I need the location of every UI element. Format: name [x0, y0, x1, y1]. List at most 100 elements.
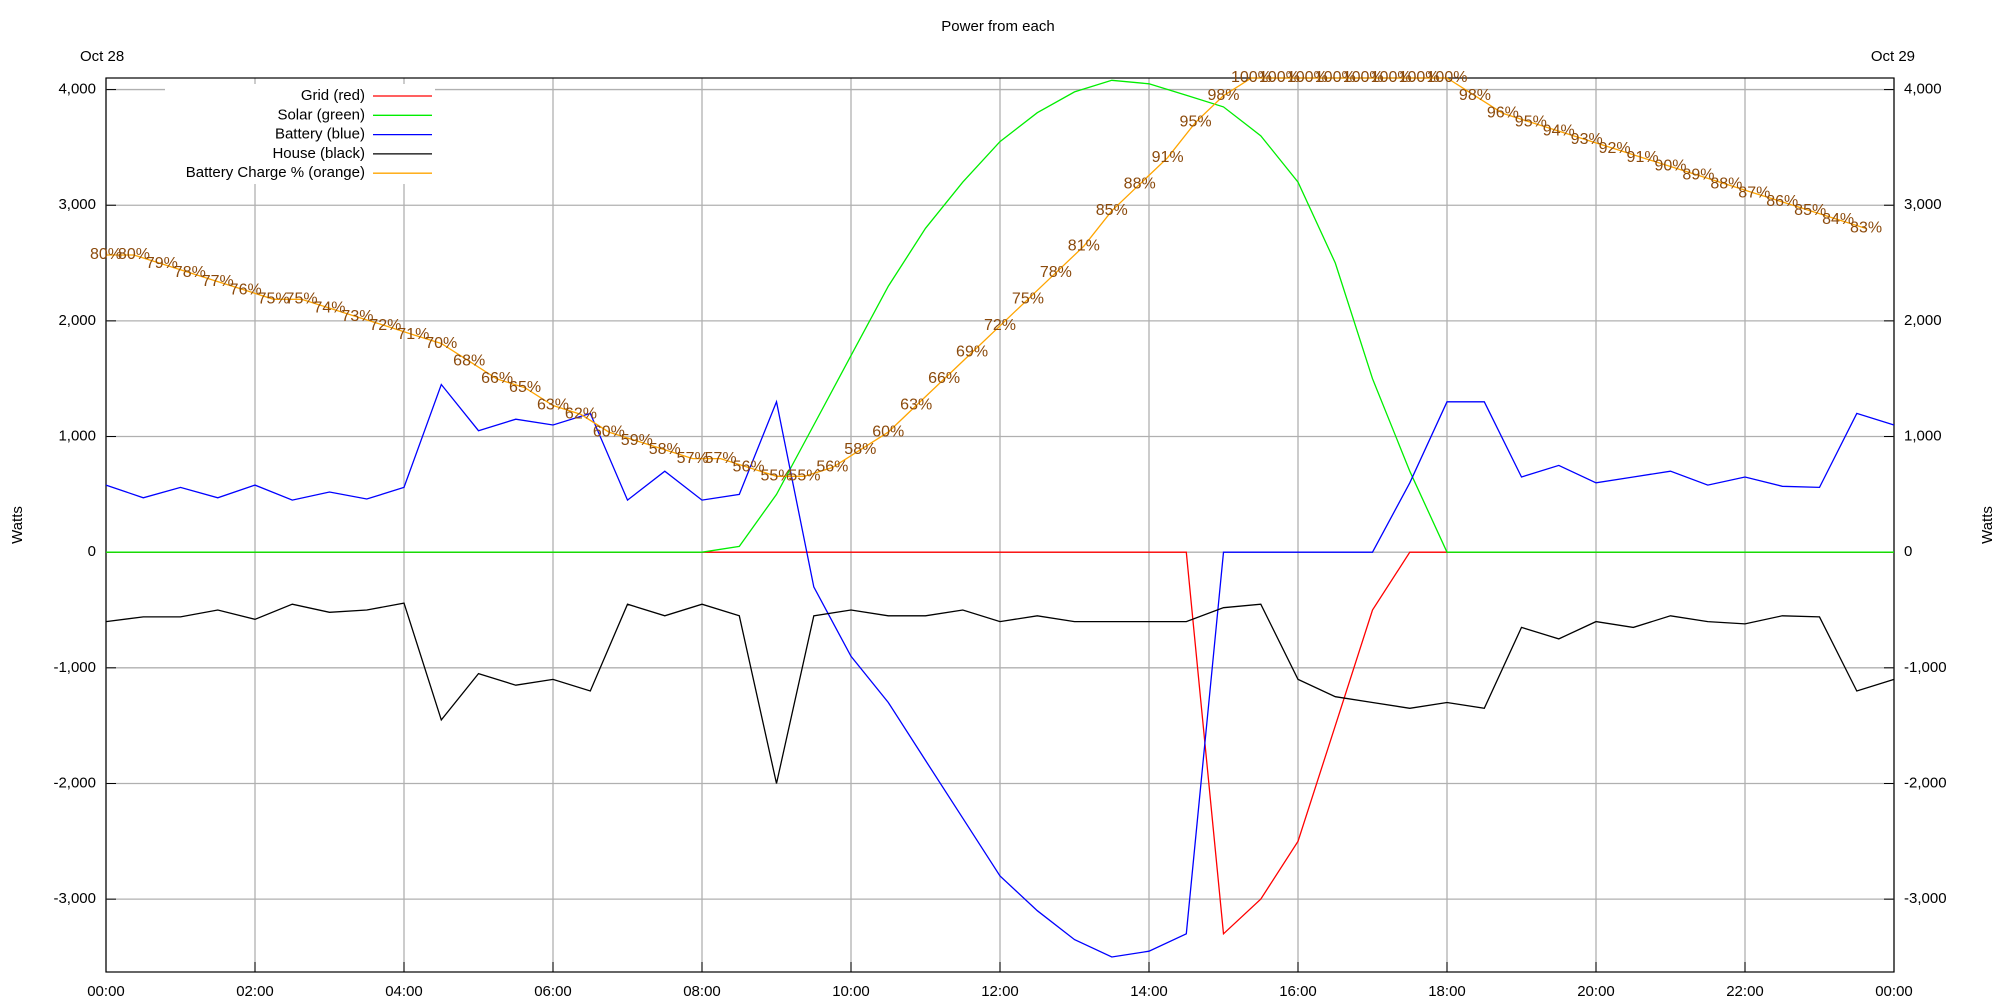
data-label: 91% [1152, 149, 1184, 166]
data-label: 78% [174, 264, 206, 281]
data-label: 59% [621, 432, 653, 449]
data-label: 94% [1543, 122, 1575, 139]
data-label: 100% [1427, 69, 1468, 86]
x-tick-label: 14:00 [1130, 983, 1168, 1000]
data-label: 91% [1627, 149, 1659, 166]
data-label: 58% [649, 441, 681, 458]
data-label: 79% [146, 255, 178, 272]
data-label: 85% [1096, 202, 1128, 219]
data-label: 93% [1571, 131, 1603, 148]
data-label: 75% [258, 291, 290, 308]
data-label: 100% [1287, 69, 1328, 86]
data-label: 57% [705, 450, 737, 467]
series-line [106, 79, 1894, 553]
data-label: 55% [788, 468, 820, 485]
x-tick-label: 10:00 [832, 983, 870, 1000]
data-label: 98% [1207, 87, 1239, 104]
data-label: 87% [1738, 184, 1770, 201]
y2-axis-label: Watts [1979, 506, 1996, 544]
y2-tick-label: -1,000 [1904, 659, 1947, 676]
data-label: 100% [1231, 69, 1272, 86]
data-label: 66% [928, 370, 960, 387]
y-tick-label: -1,000 [53, 659, 96, 676]
data-label: 71% [397, 326, 429, 343]
plot-frame [105, 77, 1895, 973]
y2-tick-label: -3,000 [1904, 890, 1947, 907]
y2-tick-label: -2,000 [1904, 774, 1947, 791]
x-tick-label: 18:00 [1428, 983, 1466, 1000]
y-tick-label: -3,000 [53, 890, 96, 907]
data-label: 81% [1068, 237, 1100, 254]
data-label: 69% [956, 344, 988, 361]
y2-tick-label: 1,000 [1904, 427, 1942, 444]
x-tick-label: 22:00 [1726, 983, 1764, 1000]
data-label: 75% [1012, 291, 1044, 308]
data-label: 60% [872, 423, 904, 440]
x-tick-label: 02:00 [236, 983, 274, 1000]
legend-label: Battery Charge % (orange) [186, 164, 365, 181]
data-label: 100% [1399, 69, 1440, 86]
data-label: 78% [1040, 264, 1072, 281]
data-label: 56% [733, 459, 765, 476]
data-label: 80% [118, 246, 150, 263]
data-label: 96% [1487, 105, 1519, 122]
data-label: 70% [425, 335, 457, 352]
data-label: 95% [1515, 113, 1547, 130]
data-label: 62% [565, 406, 597, 423]
x-tick-label: 00:00 [87, 983, 125, 1000]
data-label: 98% [1459, 87, 1491, 104]
data-label: 72% [984, 317, 1016, 334]
y2-tick-label: 4,000 [1904, 81, 1942, 98]
data-label: 100% [1259, 69, 1300, 86]
x-tick-label: 08:00 [683, 983, 721, 1000]
y2-tick-label: 3,000 [1904, 196, 1942, 213]
data-label: 100% [1371, 69, 1412, 86]
data-label: 66% [481, 370, 513, 387]
data-label: 76% [230, 282, 262, 299]
data-label: 100% [1315, 69, 1356, 86]
data-label: 57% [677, 450, 709, 467]
y2-tick-label: 0 [1904, 543, 1912, 560]
series-line [106, 77, 1867, 477]
x-tick-label: 20:00 [1577, 983, 1615, 1000]
legend-label: House (black) [272, 145, 365, 162]
y-tick-label: 4,000 [58, 81, 96, 98]
data-label: 83% [1850, 220, 1882, 237]
data-label: 58% [844, 441, 876, 458]
data-label: 56% [816, 459, 848, 476]
data-label: 73% [341, 308, 373, 325]
data-label: 100% [1343, 69, 1384, 86]
data-label: 95% [1180, 113, 1212, 130]
data-label: 88% [1124, 175, 1156, 192]
legend-label: Solar (green) [277, 106, 365, 123]
date-start: Oct 28 [80, 48, 124, 65]
series-line [105, 602, 1895, 784]
data-label: 75% [286, 291, 318, 308]
data-label: 80% [90, 246, 122, 263]
data-label: 74% [313, 299, 345, 316]
data-label: 85% [1794, 202, 1826, 219]
data-label: 89% [1682, 167, 1714, 184]
x-tick-label: 04:00 [385, 983, 423, 1000]
data-label: 84% [1822, 211, 1854, 228]
y-axis-label: Watts [9, 506, 26, 544]
data-label: 90% [1654, 158, 1686, 175]
data-label: 92% [1599, 140, 1631, 157]
x-tick-label: 06:00 [534, 983, 572, 1000]
data-label: 68% [453, 352, 485, 369]
data-label: 60% [593, 423, 625, 440]
data-label: 72% [369, 317, 401, 334]
y-tick-label: 2,000 [58, 312, 96, 329]
data-label: 63% [900, 397, 932, 414]
y-tick-label: 0 [88, 543, 96, 560]
y-tick-label: -2,000 [53, 774, 96, 791]
x-tick-label: 16:00 [1279, 983, 1317, 1000]
data-label: 88% [1710, 175, 1742, 192]
legend-label: Battery (blue) [275, 126, 365, 143]
data-label: 77% [202, 273, 234, 290]
legend-label: Grid (red) [301, 87, 365, 104]
data-label: 86% [1766, 193, 1798, 210]
data-label: 63% [537, 397, 569, 414]
